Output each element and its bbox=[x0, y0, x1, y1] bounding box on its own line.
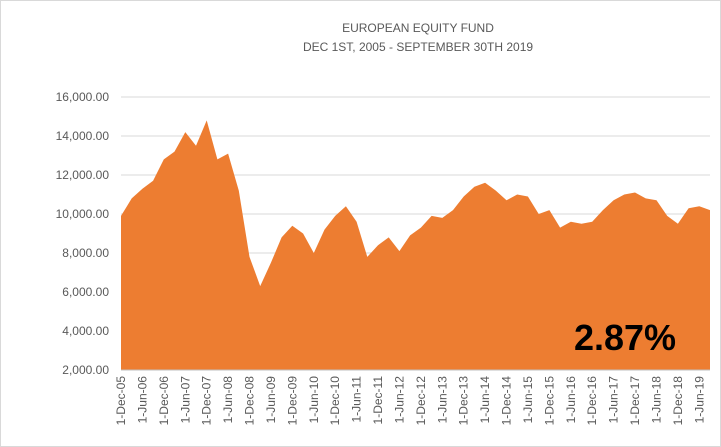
x-tick-label: 1-Dec-08 bbox=[243, 376, 257, 426]
x-tick-label: 1-Dec-12 bbox=[414, 376, 428, 426]
y-tick-label: 6,000.00 bbox=[62, 285, 109, 299]
x-tick-label: 1-Jun-06 bbox=[135, 376, 149, 424]
area bbox=[121, 120, 710, 371]
x-tick-label: 1-Jun-12 bbox=[392, 376, 406, 424]
x-tick-label: 1-Dec-07 bbox=[200, 376, 214, 426]
x-tick-label: 1-Jun-15 bbox=[521, 376, 535, 424]
x-tick-label: 1-Dec-16 bbox=[585, 376, 599, 426]
y-tick-label: 12,000.00 bbox=[56, 168, 110, 182]
x-tick-label: 1-Dec-11 bbox=[371, 376, 385, 425]
x-tick-label: 1-Dec-06 bbox=[157, 376, 171, 426]
annotation: 2.87% bbox=[574, 317, 676, 358]
x-tick-label: 1-Jun-11 bbox=[350, 376, 364, 423]
y-tick-label: 2,000.00 bbox=[62, 363, 109, 377]
x-tick-label: 1-Jun-08 bbox=[221, 376, 235, 424]
y-tick-label: 16,000.00 bbox=[56, 90, 110, 104]
x-tick-label: 1-Dec-09 bbox=[285, 376, 299, 426]
x-tick-label: 1-Dec-17 bbox=[628, 376, 642, 426]
x-tick-label: 1-Jun-19 bbox=[692, 376, 706, 424]
chart-subtitle: DEC 1ST, 2005 - SEPTEMBER 30TH 2019 bbox=[303, 40, 533, 54]
x-tick-label: 1-Jun-07 bbox=[178, 376, 192, 424]
x-tick-label: 1-Jun-13 bbox=[435, 376, 449, 424]
x-tick-label: 1-Jun-10 bbox=[307, 376, 321, 424]
x-tick-label: 1-Jun-09 bbox=[264, 376, 278, 424]
y-tick-label: 8,000.00 bbox=[62, 246, 109, 260]
x-tick-label: 1-Jun-18 bbox=[649, 376, 663, 424]
y-tick-label: 10,000.00 bbox=[56, 207, 110, 221]
x-tick-label: 1-Jun-16 bbox=[564, 376, 578, 424]
y-tick-label: 14,000.00 bbox=[56, 129, 110, 143]
x-tick-label: 1-Jun-14 bbox=[478, 376, 492, 424]
x-tick-label: 1-Dec-15 bbox=[542, 376, 556, 426]
x-tick-label: 1-Dec-13 bbox=[457, 376, 471, 426]
x-tick-label: 1-Dec-10 bbox=[328, 376, 342, 426]
x-tick-label: 1-Dec-18 bbox=[671, 376, 685, 426]
x-tick-label: 1-Dec-14 bbox=[500, 376, 514, 426]
x-tick-label: 1-Dec-05 bbox=[114, 376, 128, 426]
x-tick-label: 1-Jun-17 bbox=[607, 376, 621, 424]
y-tick-label: 4,000.00 bbox=[62, 324, 109, 338]
chart-title: EUROPEAN EQUITY FUND bbox=[342, 21, 494, 35]
